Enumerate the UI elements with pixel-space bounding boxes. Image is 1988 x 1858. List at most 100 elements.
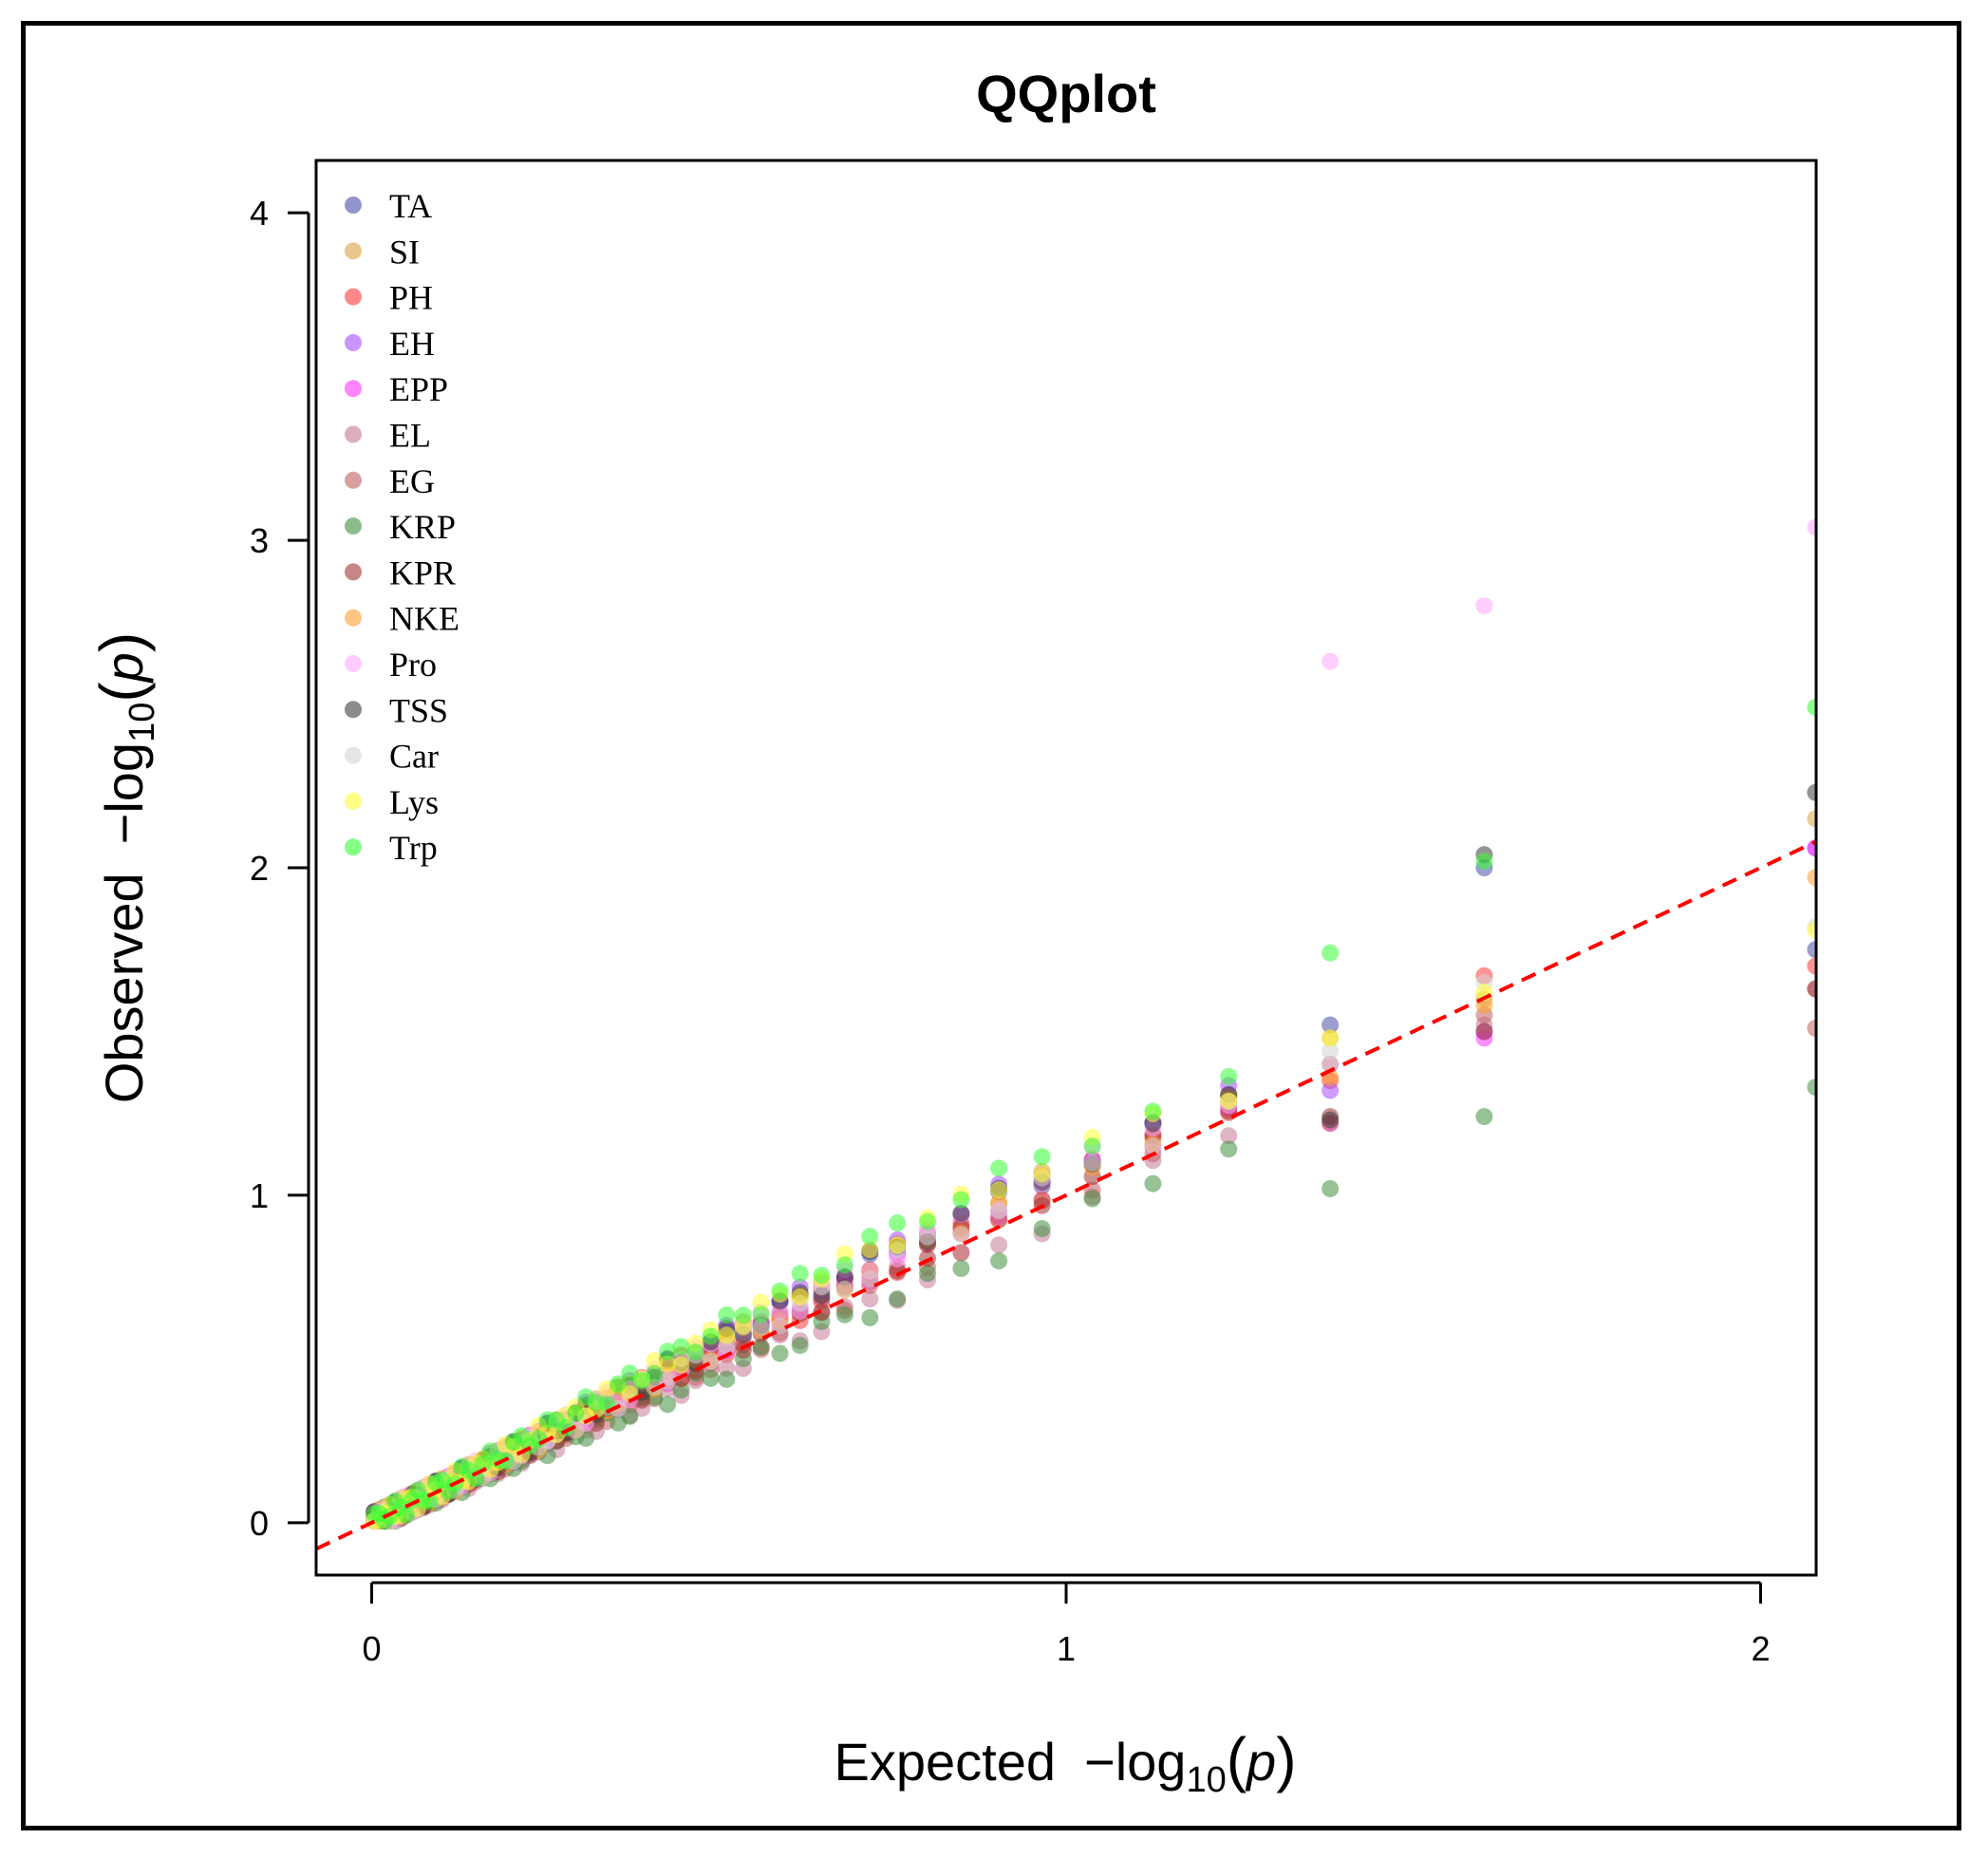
legend-item-trp: Trp xyxy=(345,829,438,867)
legend-label-eg: EG xyxy=(389,462,435,500)
point-trp-19 xyxy=(718,1306,736,1324)
y-tick-label-1: 1 xyxy=(250,1176,269,1215)
point-si-1 xyxy=(1807,810,1816,828)
plot-area-border xyxy=(314,159,1818,1577)
legend-item-si: SI xyxy=(345,233,420,271)
point-lys-4 xyxy=(1220,1092,1238,1110)
point-ta-1 xyxy=(1807,941,1816,959)
legend-marker-pro xyxy=(345,655,362,672)
point-trp-20 xyxy=(702,1327,720,1345)
legend-item-pro: Pro xyxy=(345,646,437,684)
points-layer xyxy=(366,518,1816,1530)
x-tick-label-1: 1 xyxy=(1057,1629,1076,1668)
point-lys-11 xyxy=(889,1236,907,1254)
point-krp-10 xyxy=(919,1265,936,1283)
legend-item-epp: EPP xyxy=(345,370,448,408)
point-krp-5 xyxy=(1144,1174,1162,1192)
point-el-4 xyxy=(1220,1127,1238,1145)
legend-label-kpr: KPR xyxy=(389,554,456,591)
point-trp-25 xyxy=(633,1372,651,1390)
y-tick-label-2: 2 xyxy=(250,849,269,888)
point-trp-2 xyxy=(1475,853,1493,871)
legend-item-car: Car xyxy=(345,738,439,776)
point-car-17 xyxy=(752,1318,770,1336)
legend-item-kpr: KPR xyxy=(345,554,456,591)
legend-marker-lys xyxy=(345,792,362,810)
point-trp-3 xyxy=(1322,944,1340,962)
x-tick-label-0: 0 xyxy=(363,1629,382,1668)
y-axis-label: Observed−log10(p) xyxy=(87,632,162,1103)
point-krp-8 xyxy=(990,1252,1008,1270)
point-trp-26 xyxy=(621,1364,639,1382)
point-krp-27 xyxy=(610,1414,628,1432)
point-trp-27 xyxy=(610,1375,628,1393)
point-tss-3 xyxy=(1322,1111,1340,1129)
legend-marker-epp xyxy=(345,380,362,398)
legend-label-nke: NKE xyxy=(389,600,459,638)
point-trp-31 xyxy=(567,1404,585,1422)
point-pro-2 xyxy=(1475,597,1493,615)
x-tick-label-2: 2 xyxy=(1751,1629,1770,1668)
legend-item-eg: EG xyxy=(345,462,435,500)
point-tss-1 xyxy=(1807,783,1816,801)
point-trp-10 xyxy=(919,1212,936,1230)
point-krp-4 xyxy=(1220,1140,1238,1158)
point-ta-3 xyxy=(1322,1016,1340,1034)
point-lys-3 xyxy=(1322,1029,1340,1047)
point-car-24 xyxy=(646,1379,664,1397)
point-lys-15 xyxy=(791,1288,809,1306)
point-krp-12 xyxy=(861,1308,879,1326)
point-trp-38 xyxy=(504,1434,522,1452)
legend-label-el: EL xyxy=(389,417,431,455)
point-trp-30 xyxy=(577,1388,595,1406)
legend-marker-tss xyxy=(345,701,362,719)
reference-line xyxy=(316,839,1816,1551)
point-krp-3 xyxy=(1322,1180,1340,1197)
legend-item-ph: PH xyxy=(345,279,433,317)
legend-item-eh: EH xyxy=(345,325,435,363)
x-axis: 0 1 2 xyxy=(363,1581,1770,1668)
point-trp-1 xyxy=(1807,699,1816,716)
legend-label-eh: EH xyxy=(389,325,435,363)
point-trp-11 xyxy=(889,1214,907,1232)
point-lys-17 xyxy=(752,1293,770,1311)
reference-line-layer xyxy=(316,839,1816,1551)
legend-marker-krp xyxy=(345,517,362,535)
point-trp-56 xyxy=(386,1492,404,1511)
point-lys-22 xyxy=(672,1356,690,1374)
point-krp-23 xyxy=(659,1396,677,1414)
point-trp-5 xyxy=(1144,1102,1162,1120)
legend-label-epp: EPP xyxy=(389,370,448,408)
point-pro-1 xyxy=(1807,518,1816,536)
point-car-6 xyxy=(1083,1154,1101,1172)
point-krp-7 xyxy=(1033,1220,1051,1238)
point-pro-16 xyxy=(771,1304,789,1322)
legend-item-el: EL xyxy=(345,417,431,455)
y-tick-label-0: 0 xyxy=(250,1504,269,1543)
point-krp-17 xyxy=(752,1338,770,1356)
point-krp-13 xyxy=(835,1305,853,1323)
point-trp-49 xyxy=(427,1474,445,1492)
point-trp-9 xyxy=(952,1191,970,1209)
point-eh-3 xyxy=(1322,1081,1340,1099)
point-trp-34 xyxy=(538,1411,556,1429)
point-trp-23 xyxy=(659,1342,677,1361)
point-krp-2 xyxy=(1475,1108,1493,1126)
legend-label-krp: KRP xyxy=(389,508,456,546)
legend-marker-kpr xyxy=(345,563,362,581)
y-tick-label-4: 4 xyxy=(250,194,269,233)
x-axis-label: Expected −log10(p) xyxy=(835,1725,1297,1800)
point-trp-16 xyxy=(771,1282,789,1300)
point-eg-9 xyxy=(952,1244,970,1262)
point-trp-14 xyxy=(813,1267,831,1285)
point-tss-13 xyxy=(835,1267,853,1286)
point-krp-20 xyxy=(702,1369,720,1387)
legend-label-ta: TA xyxy=(389,187,432,225)
point-krp-22 xyxy=(672,1381,690,1398)
point-trp-7 xyxy=(1033,1148,1051,1166)
point-car-10 xyxy=(919,1228,936,1246)
point-trp-41 xyxy=(481,1442,499,1460)
legend-item-nke: NKE xyxy=(345,600,459,638)
point-lys-19 xyxy=(718,1326,736,1344)
point-trp-4 xyxy=(1220,1067,1238,1085)
